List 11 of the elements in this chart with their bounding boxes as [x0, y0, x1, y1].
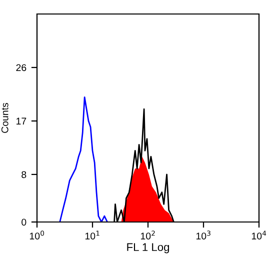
y-tick-label: 8	[22, 171, 26, 178]
x-axis-title: FL 1 Log	[127, 243, 170, 254]
x-tick-label: 10$^{3}$	[196, 230, 210, 240]
x-tick-label: 10$^{0}$	[30, 230, 44, 240]
x-tick-label: 10$^{1}$	[85, 230, 100, 240]
x-tick-label: 10$^{2}$	[140, 230, 155, 240]
x-tick-label: 10$^{4}$	[252, 230, 266, 240]
y-axis-title: Counts	[1, 102, 8, 133]
y-tick-label: 26	[16, 64, 26, 72]
y-tick-label: 17	[16, 118, 26, 124]
y-tick-label: 0	[22, 218, 26, 226]
